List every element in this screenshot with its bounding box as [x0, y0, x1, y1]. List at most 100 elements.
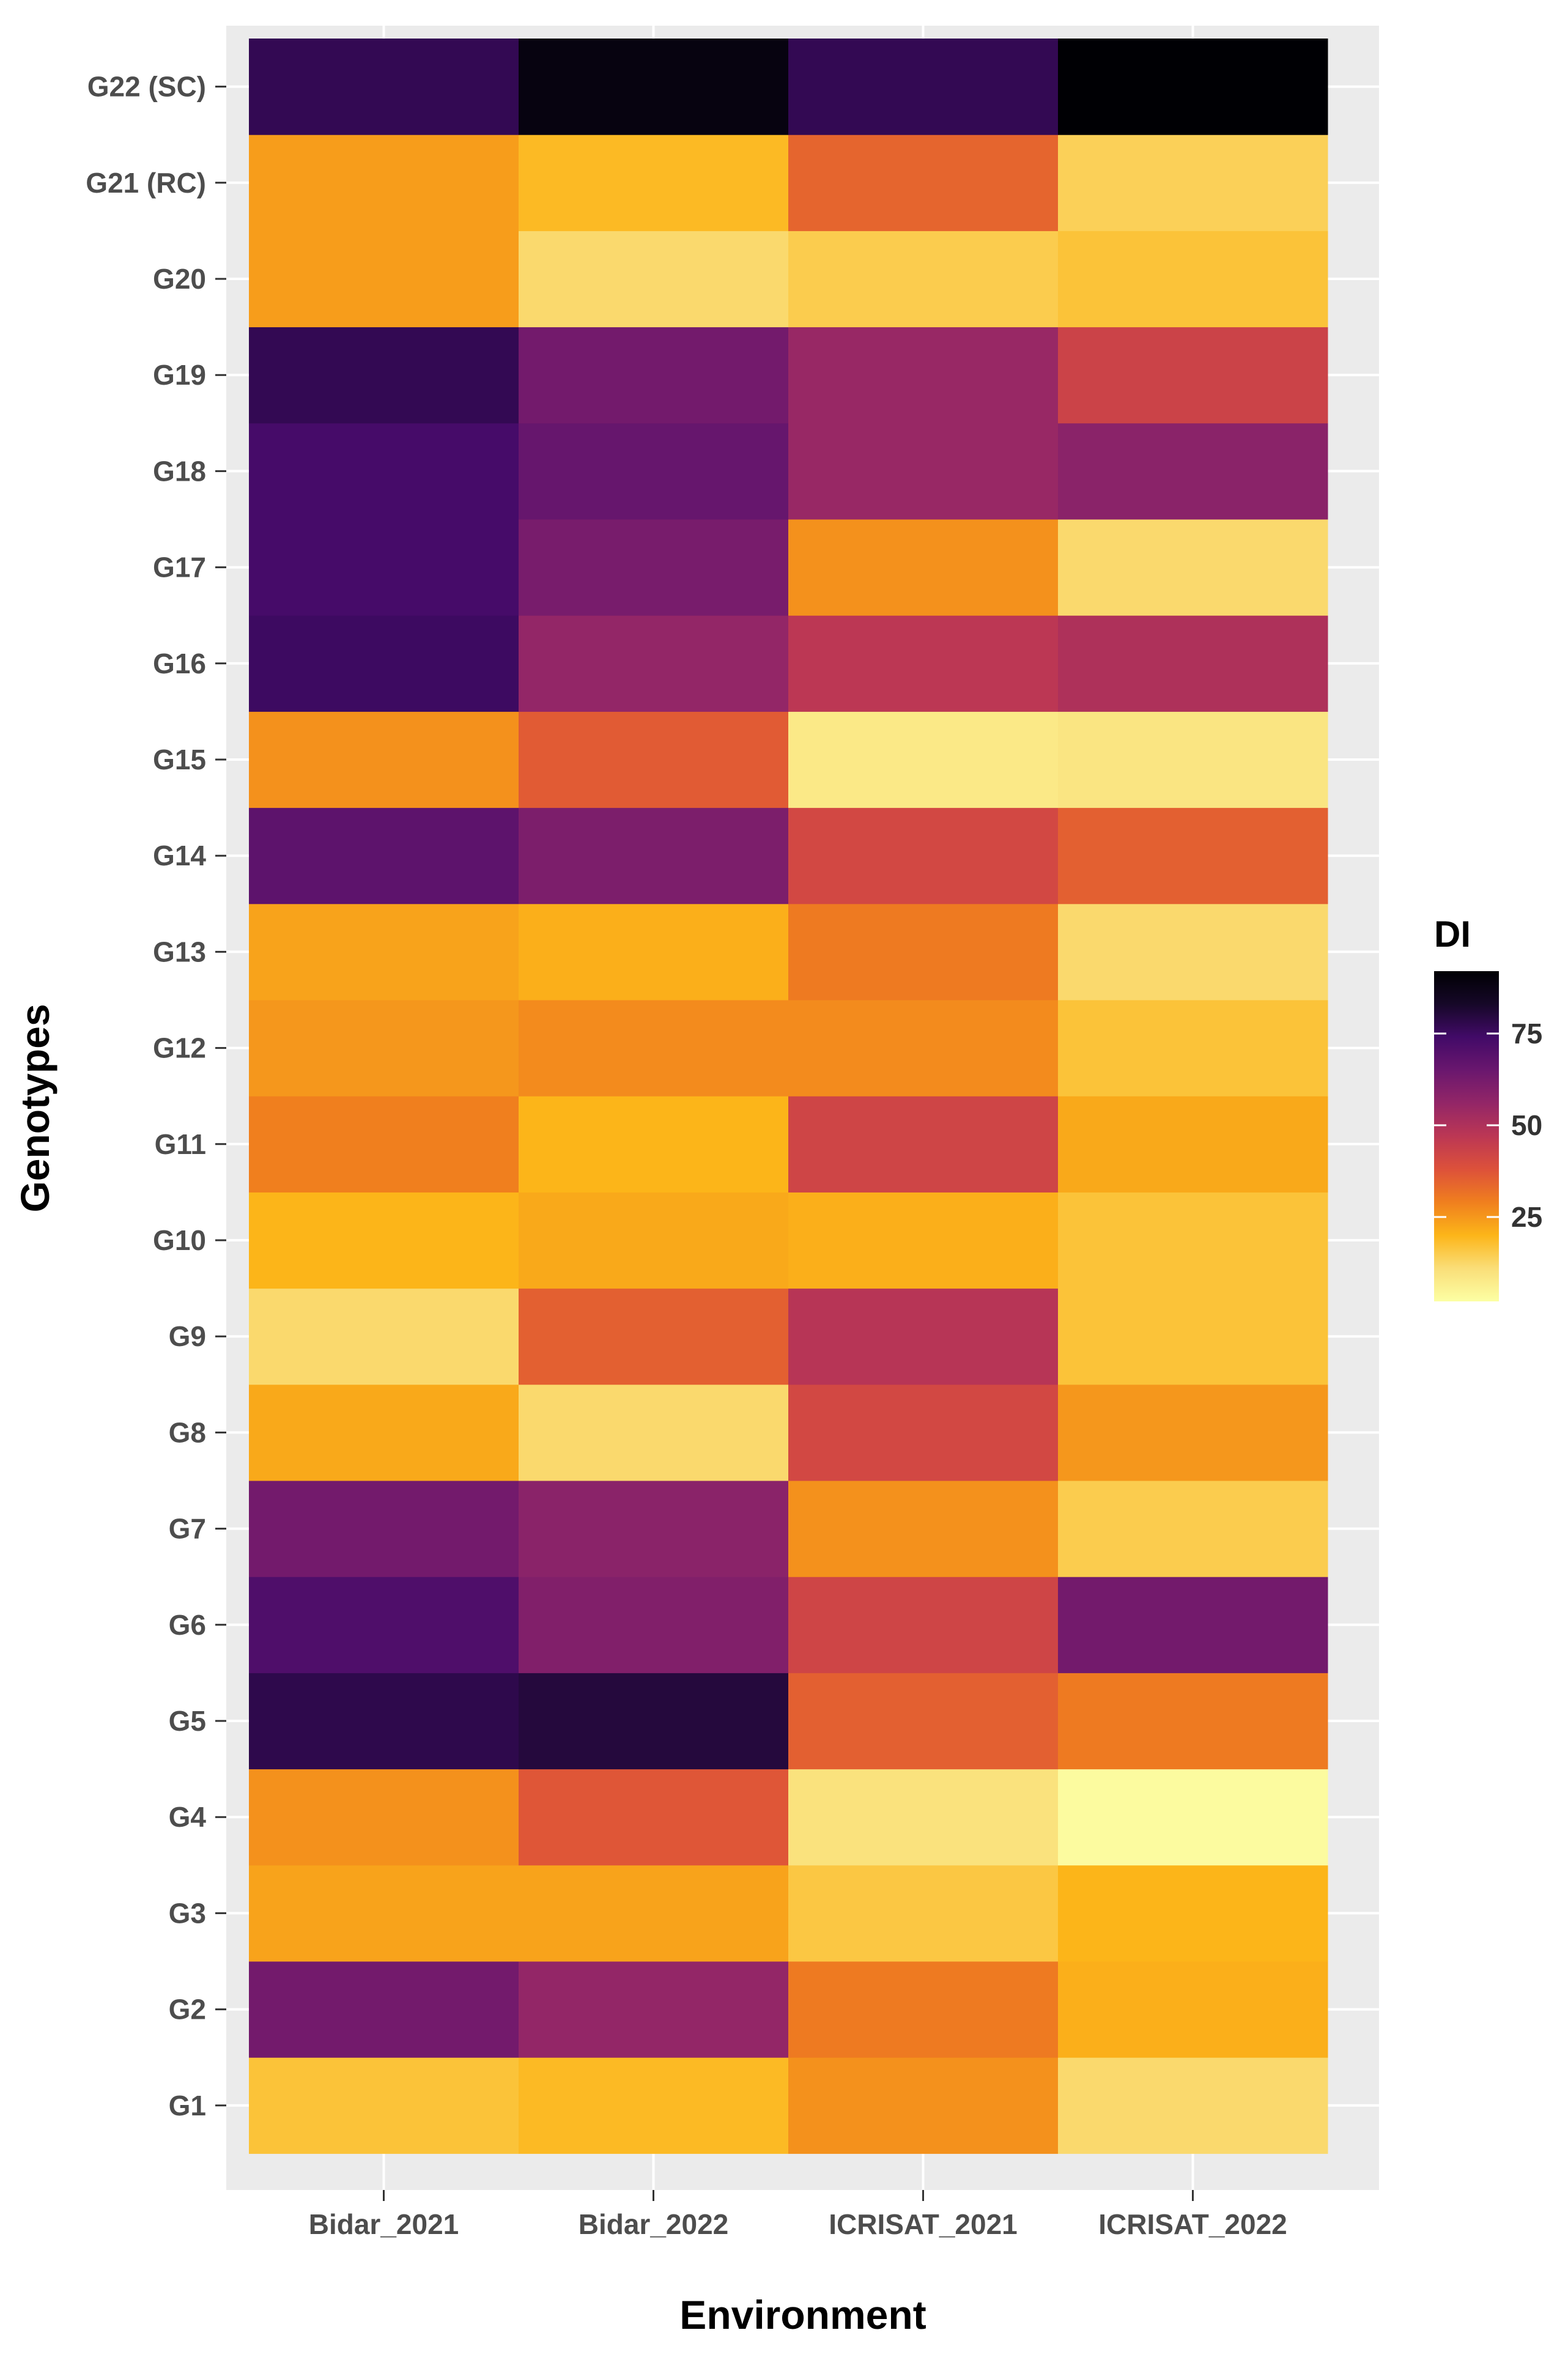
heatmap-cell: [788, 615, 1059, 712]
heatmap-cell: [788, 1384, 1059, 1481]
heatmap-cell: [788, 1769, 1059, 1866]
heatmap-cell: [1058, 327, 1328, 424]
heatmap-cell: [788, 2057, 1059, 2154]
heatmap-cell: [1058, 903, 1328, 1001]
x-axis-ticks: Bidar_2021 Bidar_2022 ICRISAT_2021 ICRISAT_…: [309, 2190, 1287, 2240]
legend-ticks: 25 50 75: [1434, 1018, 1542, 1233]
heatmap-cell: [249, 1096, 519, 1193]
heatmap-cell: [519, 1096, 789, 1193]
heatmap-cell: [519, 519, 789, 616]
x-tick-label: ICRISAT_2021: [829, 2208, 1018, 2240]
heatmap-cell: [519, 1673, 789, 1770]
heatmap-cell: [1058, 1481, 1328, 1577]
heatmap-cell: [519, 2057, 789, 2154]
heatmap-cell: [249, 1000, 519, 1097]
heatmap-cell: [1058, 2057, 1328, 2154]
heatmap-cell: [249, 1481, 519, 1577]
y-tick-label: G10: [153, 1224, 206, 1256]
heatmap-cell: [249, 1961, 519, 2058]
legend: DI 25 50 75: [1434, 914, 1542, 1301]
heatmap-cell: [788, 1192, 1059, 1289]
heatmap-cell: [1058, 711, 1328, 808]
heatmap-cell: [519, 423, 789, 520]
heatmap-cell: [519, 1961, 789, 2058]
heatmap-cell: [249, 1192, 519, 1289]
heatmap-cell: [249, 423, 519, 520]
heatmap-cell: [249, 519, 519, 616]
heatmap-cell: [788, 519, 1059, 616]
heatmap-cell: [519, 327, 789, 424]
heatmap-cell: [788, 1000, 1059, 1097]
heatmap-cell: [788, 1673, 1059, 1770]
heatmap-cell: [1058, 1288, 1328, 1385]
heatmap-cell: [1058, 807, 1328, 904]
x-axis-title: Environment: [679, 2292, 926, 2337]
y-tick-label: G5: [169, 1705, 206, 1737]
heatmap-cell: [519, 807, 789, 904]
legend-title: DI: [1434, 914, 1471, 955]
heatmap-cell: [519, 615, 789, 712]
heatmap-cell: [1058, 1384, 1328, 1481]
heatmap-cell: [249, 1865, 519, 1962]
y-tick-label: G1: [169, 2090, 206, 2121]
heatmap-cell: [519, 711, 789, 808]
heatmap-cell: [788, 1481, 1059, 1577]
heatmap-cell: [1058, 39, 1328, 135]
heatmap-cell: [1058, 1865, 1328, 1962]
heatmap-cell: [1058, 519, 1328, 616]
y-tick-label: G16: [153, 648, 206, 679]
legend-colorbar: [1434, 971, 1499, 1301]
y-tick-label: G8: [169, 1416, 206, 1448]
legend-tick-label: 75: [1511, 1018, 1542, 1049]
heatmap-cell: [1058, 135, 1328, 231]
heatmap-cell: [788, 807, 1059, 904]
heatmap-cell: [249, 1577, 519, 1673]
heatmap-cell: [519, 903, 789, 1001]
y-axis-ticks: G1 G2 G3 G4 G5 G6 G7 G8 G9 G10 G11 G12 G13 G14 G15 G16 G…: [86, 71, 226, 2121]
y-tick-label: G3: [169, 1897, 206, 1929]
heatmap-cell: [519, 1288, 789, 1385]
legend-tick-label: 25: [1511, 1201, 1542, 1233]
heatmap-cell: [249, 615, 519, 712]
heatmap-cell: [788, 1096, 1059, 1193]
heatmap-cell: [249, 231, 519, 328]
heatmap-cell: [519, 1865, 789, 1962]
y-tick-label: G18: [153, 455, 206, 487]
heatmap-cell: [519, 1481, 789, 1577]
heatmap-cell: [249, 1769, 519, 1866]
y-tick-label: G4: [169, 1801, 207, 1833]
y-tick-label: G21 (RC): [86, 167, 206, 199]
heatmap-cell: [519, 1192, 789, 1289]
heatmap-cell: [519, 1769, 789, 1866]
heatmap-cell: [249, 2057, 519, 2154]
heatmap-cell: [788, 423, 1059, 520]
heatmap-cell: [1058, 615, 1328, 712]
heatmap-cell: [788, 231, 1059, 328]
y-tick-label: G19: [153, 359, 206, 391]
heatmap-cell: [1058, 231, 1328, 328]
y-tick-label: G15: [153, 744, 206, 775]
x-tick-label: ICRISAT_2022: [1098, 2208, 1287, 2240]
heatmap-cell: [249, 1384, 519, 1481]
heatmap-cell: [249, 135, 519, 231]
heatmap-cell: [1058, 1096, 1328, 1193]
y-tick-label: G13: [153, 936, 206, 967]
y-tick-label: G20: [153, 263, 206, 295]
heatmap-cell: [788, 1865, 1059, 1962]
heatmap-cell: [1058, 1673, 1328, 1770]
y-tick-label: G9: [169, 1320, 206, 1352]
heatmap-cells: [249, 39, 1328, 2154]
legend-tick-label: 50: [1511, 1109, 1542, 1141]
y-tick-label: G14: [153, 840, 206, 871]
x-tick-label: Bidar_2022: [579, 2208, 729, 2240]
y-tick-label: G6: [169, 1609, 206, 1641]
y-tick-label: G2: [169, 1994, 206, 2025]
heatmap-cell: [519, 1577, 789, 1673]
heatmap-cell: [249, 807, 519, 904]
heatmap-cell: [519, 231, 789, 328]
y-tick-label: G22 (SC): [87, 71, 206, 103]
heatmap-cell: [1058, 1192, 1328, 1289]
y-axis-title: Genotypes: [12, 1004, 57, 1212]
heatmap-cell: [1058, 423, 1328, 520]
heatmap-cell: [519, 135, 789, 231]
